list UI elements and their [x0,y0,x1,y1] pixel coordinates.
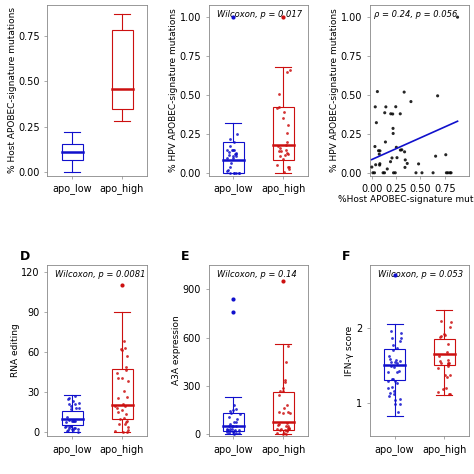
Text: D: D [19,250,30,263]
Bar [62,144,83,160]
Point [381,169,388,177]
Point [392,103,400,110]
Point [379,169,387,177]
Point [381,109,389,117]
Bar [111,30,133,109]
Point [444,169,452,177]
Point [387,158,394,165]
X-axis label: %Host APOBEC-signature mutations: %Host APOBEC-signature mutations [338,195,474,204]
Text: Wilcoxon, p = 0.017: Wilcoxon, p = 0.017 [217,10,301,19]
Point [415,160,422,168]
Text: E: E [181,250,189,263]
Point [429,169,437,177]
Bar [223,142,244,173]
Text: B: B [181,0,190,3]
Bar [434,339,455,365]
Point [390,169,397,177]
Point [392,144,400,151]
Point [389,130,397,137]
Point [401,148,409,155]
Point [434,92,441,100]
Point [393,154,401,162]
Y-axis label: A3A expression: A3A expression [172,316,181,385]
Y-axis label: % Host APOBEC-signature mutations: % Host APOBEC-signature mutations [8,7,17,173]
Point [389,110,396,118]
Point [418,169,426,177]
Point [382,103,390,110]
Point [401,88,408,96]
Point [369,169,377,177]
Point [376,161,383,169]
Text: ρ = 0.24, p = 0.056: ρ = 0.24, p = 0.056 [374,10,457,19]
Y-axis label: % HPV APOBEC-signature mutations: % HPV APOBEC-signature mutations [330,9,339,172]
Point [389,125,397,132]
Point [372,103,379,110]
Point [403,160,411,167]
Point [401,156,409,164]
Y-axis label: RNA editing: RNA editing [11,324,20,377]
Point [447,169,455,177]
Point [442,151,449,158]
Point [372,161,380,169]
Y-axis label: % HPV APOBEC-signature mutations: % HPV APOBEC-signature mutations [169,9,178,172]
Bar [223,413,244,431]
Bar [273,392,294,429]
Point [454,13,461,21]
Text: Wilcoxon, p = 0.0081: Wilcoxon, p = 0.0081 [55,270,146,279]
Point [401,164,409,171]
Point [388,154,396,162]
Point [383,165,391,173]
Point [396,110,404,118]
Text: A: A [19,0,29,3]
Point [382,138,389,146]
Point [368,163,375,171]
Point [392,169,399,177]
Text: Wilcoxon, p = 0.053: Wilcoxon, p = 0.053 [378,270,463,279]
Point [375,150,383,158]
Point [387,110,394,118]
Bar [111,369,133,419]
Point [398,146,406,154]
Point [407,98,415,105]
Bar [62,410,83,425]
Bar [384,349,405,380]
Text: F: F [342,250,350,263]
Text: Wilcoxon, p = 0.14: Wilcoxon, p = 0.14 [217,270,296,279]
Point [446,169,454,177]
Point [373,119,380,127]
Point [376,160,383,167]
Point [397,146,404,154]
Point [376,147,384,155]
Point [374,88,381,95]
Point [432,152,439,160]
Point [375,147,383,155]
Point [443,169,450,177]
Y-axis label: IFN-γ score: IFN-γ score [346,325,355,375]
Point [371,169,378,177]
Text: C: C [342,0,351,3]
Bar [273,108,294,160]
Point [412,169,420,177]
Point [371,143,379,150]
